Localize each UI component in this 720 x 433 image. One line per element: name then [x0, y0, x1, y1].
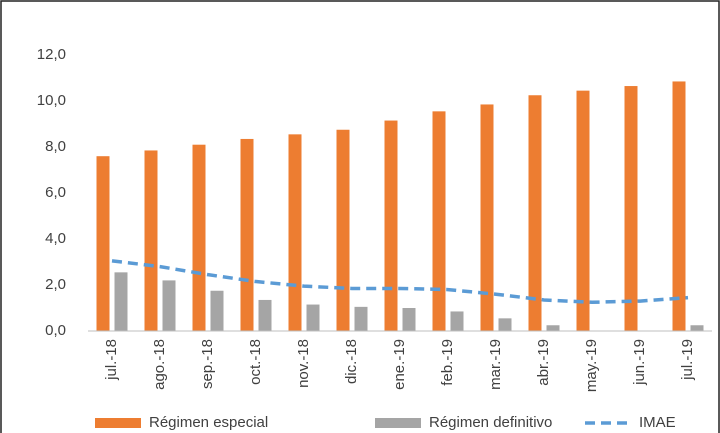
bar	[624, 86, 638, 331]
legend-swatch	[95, 418, 141, 428]
x-tick-label: jul.-19	[679, 339, 696, 381]
bar	[240, 138, 254, 331]
legend-label: Régimen definitivo	[429, 414, 552, 431]
x-tick-label: ene.-19	[391, 339, 408, 390]
line-series	[111, 259, 689, 304]
y-tick-label: 0,0	[45, 322, 66, 339]
x-tick-label: oct.-18	[247, 339, 264, 385]
legend-swatch	[375, 418, 421, 428]
bar	[210, 290, 224, 331]
bar	[336, 129, 350, 331]
bar	[384, 120, 398, 331]
bar	[114, 272, 128, 331]
bar	[192, 144, 206, 331]
y-tick-label: 6,0	[45, 184, 66, 201]
bar	[432, 111, 446, 331]
bar	[528, 95, 542, 331]
x-tick-label: may.-19	[583, 339, 600, 392]
x-tick-label: ago.-18	[151, 339, 168, 390]
legend-label: IMAE	[639, 414, 676, 431]
bar	[450, 311, 464, 331]
bar	[498, 318, 512, 331]
bar	[96, 156, 110, 331]
bar	[306, 304, 320, 331]
x-tick-label: sep.-18	[199, 339, 216, 389]
bar	[672, 81, 686, 331]
bar	[402, 308, 416, 331]
bar	[546, 325, 560, 331]
y-tick-label: 2,0	[45, 276, 66, 293]
bar	[144, 150, 158, 331]
bar	[690, 325, 704, 331]
bar	[162, 280, 176, 331]
x-tick-label: jun.-19	[631, 339, 648, 386]
bar	[480, 104, 494, 331]
y-tick-label: 10,0	[37, 92, 66, 109]
y-tick-label: 4,0	[45, 230, 66, 247]
x-tick-label: mar.-19	[487, 339, 504, 390]
x-tick-label: feb.-19	[439, 339, 456, 386]
x-tick-label: jul.-18	[103, 339, 120, 381]
y-tick-label: 12,0	[37, 46, 66, 63]
legend-label: Régimen especial	[149, 414, 268, 431]
x-tick-label: nov.-18	[295, 339, 312, 388]
y-tick-label: 8,0	[45, 138, 66, 155]
bar	[258, 299, 272, 331]
bar	[288, 134, 302, 331]
x-tick-label: abr.-19	[535, 339, 552, 386]
bar	[576, 90, 590, 332]
bar	[354, 306, 368, 331]
x-tick-label: dic.-18	[343, 339, 360, 384]
